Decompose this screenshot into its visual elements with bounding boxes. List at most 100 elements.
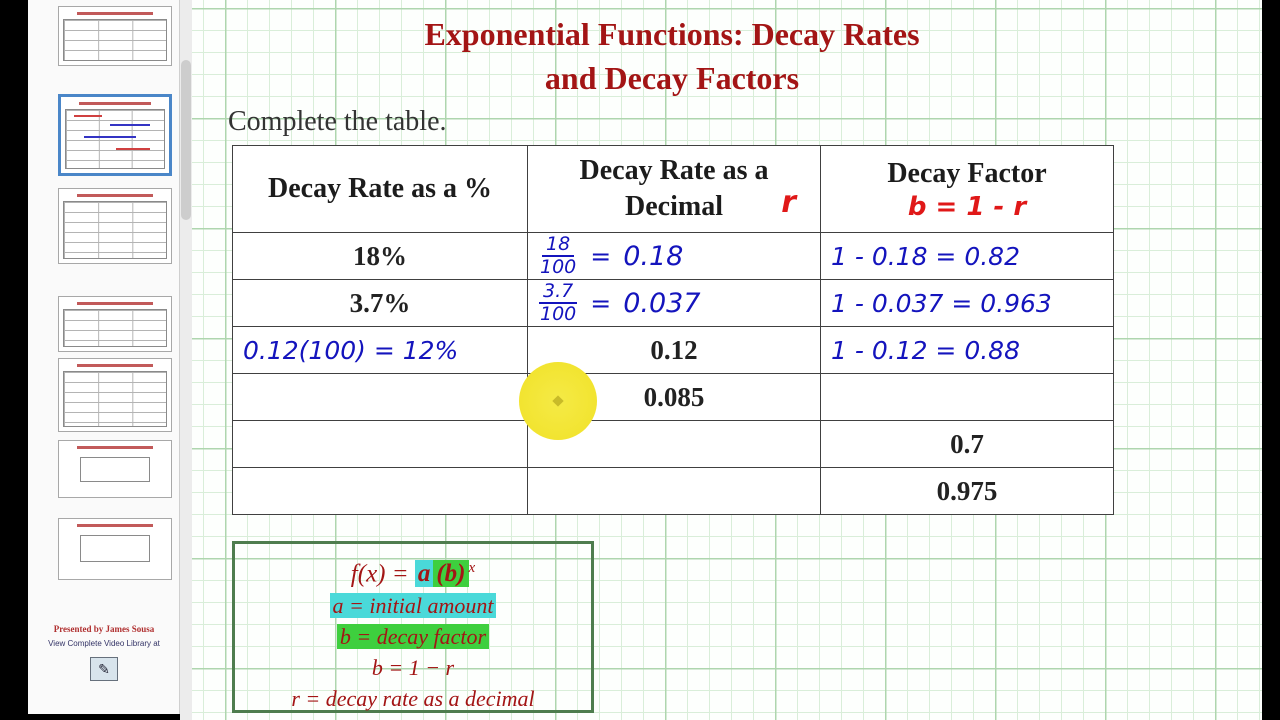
- cell-factor: 1 - 0.18 = 0.82: [821, 233, 1114, 280]
- annotation-r: r: [781, 185, 796, 220]
- slide-thumbnail-5[interactable]: [58, 358, 172, 432]
- b-definition-highlighted: b = decay factor: [336, 624, 490, 650]
- instruction-text: Complete the table.: [228, 106, 447, 137]
- letterbox-left: [0, 0, 28, 720]
- col-header-factor: Decay Factor b = 1 - r: [821, 146, 1114, 233]
- table-row-4: 0.085: [233, 374, 1114, 421]
- video-library-text: View Complete Video Library at: [48, 639, 160, 648]
- slide-thumbnail-1[interactable]: [58, 6, 172, 66]
- thumbnail-table-decoration: [63, 201, 167, 259]
- slide-thumbnail-2-selected[interactable]: [58, 94, 172, 176]
- sidebar-scrollbar[interactable]: [180, 0, 192, 720]
- page-title-line2: and Decay Factors: [544, 60, 800, 96]
- pencil-icon[interactable]: ✎: [90, 657, 118, 681]
- cell-decimal: 18 100 = 0.18: [528, 233, 821, 280]
- page-title: Exponential Functions: Decay Rates and D…: [232, 12, 1112, 100]
- col-header-decimal-line1: Decay Rate as a: [579, 155, 769, 186]
- slide-thumbnail-6[interactable]: [58, 440, 172, 498]
- page-title-line1: Exponential Functions: Decay Rates: [424, 16, 920, 52]
- fx-prefix: f(x) =: [350, 560, 415, 588]
- formula-line-b: b = decay factor: [235, 621, 591, 652]
- slide-sorter-panel: Presented by James Sousa View Complete V…: [28, 0, 180, 714]
- empty-cell: [233, 468, 528, 515]
- printed-value: 18%: [353, 240, 407, 271]
- thumbnail-title-decoration: [79, 102, 151, 105]
- fx-exponent: x: [468, 560, 476, 576]
- cell-factor: 1 - 0.037 = 0.963: [821, 280, 1114, 327]
- table-row-3: 0.12(100) = 12% 0.12 1 - 0.12 = 0.88: [233, 327, 1114, 374]
- formula-fx: f(x) = a (b) x: [235, 552, 591, 590]
- thumbnail-title-decoration: [77, 302, 153, 305]
- formula-box: f(x) = a (b) x a = initial amount b = deca…: [232, 541, 594, 713]
- empty-cell: [233, 421, 528, 468]
- handwritten-equals: =: [590, 288, 612, 318]
- handwritten-fraction: 3.7 100: [538, 281, 578, 325]
- cell-decimal: 3.7 100 = 0.037: [528, 280, 821, 327]
- cell-factor: 0.975: [821, 468, 1114, 515]
- printed-value: 0.085: [643, 381, 705, 412]
- pencil-glyph: ✎: [98, 660, 110, 677]
- cell-factor: 1 - 0.12 = 0.88: [821, 327, 1114, 374]
- handwritten-decimal: 0.037: [623, 287, 701, 319]
- thumbnail-title-decoration: [77, 446, 153, 449]
- handwritten-fraction: 18 100: [538, 234, 578, 278]
- thumbnail-table-decoration: [63, 309, 167, 347]
- a-definition-highlighted: a = initial amount: [329, 593, 497, 619]
- cell-factor: 0.7: [821, 421, 1114, 468]
- handwritten-factor: 1 - 0.037 = 0.963: [831, 288, 1052, 318]
- slide-thumbnail-4[interactable]: [58, 296, 172, 352]
- cell-percent: 0.12(100) = 12%: [233, 327, 528, 374]
- handwritten-equals: =: [590, 241, 612, 271]
- thumbnail-ink-decoration: [116, 148, 150, 150]
- thumbnail-ink-decoration: [74, 115, 102, 117]
- printed-value: 0.975: [936, 475, 998, 506]
- col-header-decimal-line2: Decimal: [625, 191, 723, 222]
- decay-table: Decay Rate as a % Decay Rate as a Decima…: [232, 145, 1114, 515]
- table-row-1: 18% 18 100 = 0.18 1 - 0.18 = 0.82: [233, 233, 1114, 280]
- thumbnail-table-decoration: [63, 19, 167, 61]
- thumbnail-ink-decoration: [84, 136, 136, 138]
- slide-thumbnail-7[interactable]: [58, 518, 172, 580]
- empty-cell: [528, 421, 821, 468]
- cursor-dot: [552, 395, 564, 407]
- table-row-5: 0.7: [233, 421, 1114, 468]
- thumbnail-table-decoration: [65, 109, 165, 169]
- handwritten-factor: 1 - 0.12 = 0.88: [831, 335, 1020, 365]
- formula-line-r: r = decay rate as a decimal: [291, 686, 535, 712]
- thumbnail-title-decoration: [77, 12, 153, 15]
- thumbnail-title-decoration: [77, 364, 153, 367]
- sidebar-footer: Presented by James Sousa View Complete V…: [36, 624, 172, 681]
- thumbnail-table-decoration: [63, 371, 167, 427]
- formula-line-b1r: b = 1 − r: [371, 655, 455, 681]
- fraction-numerator: 18: [542, 234, 575, 257]
- scrollbar-thumb[interactable]: [181, 60, 191, 220]
- cell-percent: 18%: [233, 233, 528, 280]
- thumbnail-box-decoration: [79, 535, 151, 563]
- thumbnail-title-decoration: [77, 194, 153, 197]
- fraction-numerator: 3.7: [539, 281, 578, 304]
- table-row-6: 0.975: [233, 468, 1114, 515]
- printed-value: 0.7: [950, 428, 984, 459]
- empty-cell: [821, 374, 1114, 421]
- table-row-2: 3.7% 3.7 100 = 0.037 1 - 0.037 = 0.963: [233, 280, 1114, 327]
- fraction-denominator: 100: [540, 256, 577, 278]
- handwritten-factor: 1 - 0.18 = 0.82: [831, 241, 1020, 271]
- thumbnail-ink-decoration: [110, 124, 150, 126]
- empty-cell: [528, 468, 821, 515]
- empty-cell: [233, 374, 528, 421]
- handwritten-decimal: 0.18: [623, 240, 684, 272]
- col-header-decimal: Decay Rate as a Decimal r: [528, 146, 821, 233]
- printed-value: 3.7%: [349, 287, 411, 318]
- fraction-denominator: 100: [540, 303, 577, 325]
- cell-decimal: 0.085: [528, 374, 821, 421]
- fx-a-highlighted: a: [414, 560, 434, 588]
- col-header-factor-label: Decay Factor: [887, 158, 1047, 189]
- col-header-percent-label: Decay Rate as a %: [268, 173, 492, 204]
- thumbnail-title-decoration: [77, 524, 153, 527]
- cell-percent: 3.7%: [233, 280, 528, 327]
- fx-b-highlighted: (b): [433, 560, 469, 588]
- slide-thumbnail-3[interactable]: [58, 188, 172, 264]
- thumbnail-box-decoration: [79, 457, 151, 482]
- whiteboard-canvas: Exponential Functions: Decay Rates and D…: [192, 0, 1262, 720]
